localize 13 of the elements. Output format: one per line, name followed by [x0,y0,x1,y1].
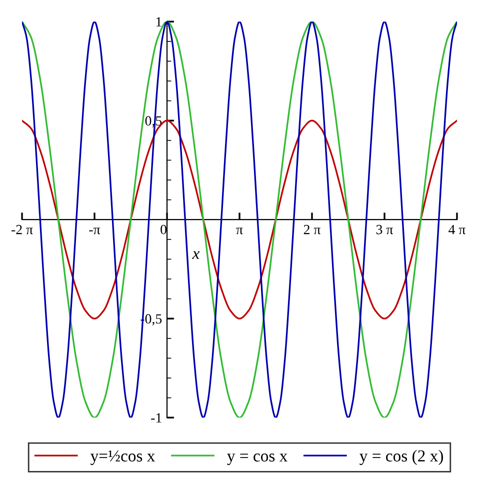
y-tick-label: -1 [151,413,162,422]
x-axis-title: x [192,251,200,259]
legend-label: y = cos x [227,454,288,465]
x-tick-label: 2 π [304,224,320,234]
x-tick-label: -2 π [12,224,33,234]
x-tick-label: 4 π [448,224,466,234]
legend-label: y = cos (2 x) [360,450,443,465]
x-tick-label: 0 [160,224,166,234]
x-tick-label: -π [89,228,100,234]
legend-label: y=½cos x [90,450,156,465]
x-tick-label: π [236,228,243,234]
y-tick-label: 1 [156,17,162,26]
x-tick-label: 3 π [376,224,393,234]
